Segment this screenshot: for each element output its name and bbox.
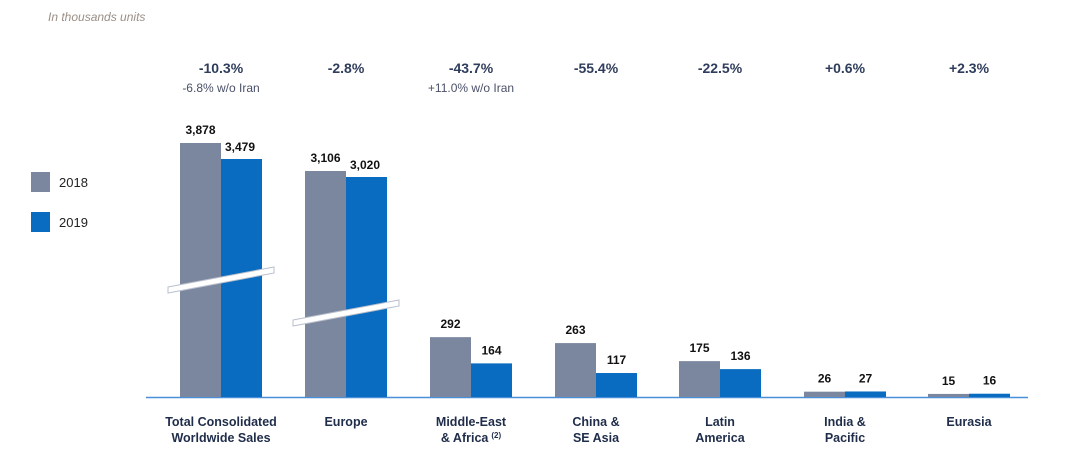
change-note-cat2: +11.0% w/o Iran <box>428 81 514 95</box>
change-pct-cat1: -2.8% <box>328 60 365 76</box>
change-pct-cat4: -22.5% <box>698 60 743 76</box>
category-label-cat5-line1: Pacific <box>825 431 865 445</box>
legend-label-2019: 2019 <box>59 215 88 230</box>
category-label-cat4-line1: America <box>695 431 745 445</box>
bar-2018-cat0 <box>180 143 221 397</box>
value-label-2019-cat0: 3,479 <box>225 140 255 154</box>
category-label-cat3-line1: SE Asia <box>573 431 620 445</box>
bar-2018-cat4 <box>679 361 720 397</box>
category-label-cat0-line0: Total Consolidated <box>165 415 277 429</box>
value-label-2018-cat0: 3,878 <box>185 123 215 137</box>
value-label-2019-cat3: 117 <box>607 353 627 367</box>
category-footnote-cat2: (2) <box>491 431 501 440</box>
bar-2019-cat2 <box>471 363 512 397</box>
bar-2019-cat3 <box>596 373 637 397</box>
bar-2019-cat5 <box>845 391 886 397</box>
bar-2018-cat6 <box>928 393 969 397</box>
change-pct-cat0: -10.3% <box>199 60 244 76</box>
bar-2018-cat5 <box>804 391 845 397</box>
category-label-cat6-line0: Eurasia <box>946 415 992 429</box>
value-label-2019-cat4: 136 <box>730 349 750 363</box>
legend-label-2018: 2018 <box>59 175 88 190</box>
value-label-2018-cat2: 292 <box>440 317 460 331</box>
change-pct-cat3: -55.4% <box>574 60 619 76</box>
category-label-cat0-line1: Worldwide Sales <box>171 431 270 445</box>
change-pct-cat5: +0.6% <box>825 60 866 76</box>
value-label-2018-cat3: 263 <box>565 323 585 337</box>
category-label-cat3-line0: China & <box>572 415 619 429</box>
bar-2019-cat1 <box>346 177 387 397</box>
chart-subtitle: In thousands units <box>48 10 146 24</box>
value-label-2019-cat2: 164 <box>481 343 501 357</box>
value-label-2019-cat1: 3,020 <box>350 158 380 172</box>
bar-2018-cat3 <box>555 343 596 397</box>
legend-swatch-2019 <box>31 212 50 232</box>
axis-break-cat1 <box>292 299 400 327</box>
category-label-cat2-line1: & Africa (2) <box>441 431 502 445</box>
category-label-cat1-line0: Europe <box>324 415 367 429</box>
value-label-2018-cat4: 175 <box>689 341 709 355</box>
value-label-2018-cat6: 15 <box>942 374 956 388</box>
bar-2018-cat1 <box>305 171 346 397</box>
value-label-2018-cat5: 26 <box>818 372 832 386</box>
value-label-2019-cat5: 27 <box>859 371 873 385</box>
legend-swatch-2018 <box>31 172 50 192</box>
value-label-2018-cat1: 3,106 <box>310 151 340 165</box>
category-label-cat5-line0: India & <box>824 415 866 429</box>
change-pct-cat2: -43.7% <box>449 60 494 76</box>
axis-break-cat0 <box>167 266 275 294</box>
value-label-2019-cat6: 16 <box>983 374 997 388</box>
category-label-cat2-line0: Middle-East <box>436 415 507 429</box>
change-pct-cat6: +2.3% <box>949 60 990 76</box>
bar-2019-cat4 <box>720 369 761 397</box>
change-note-cat0: -6.8% w/o Iran <box>182 81 259 95</box>
bar-2018-cat2 <box>430 337 471 397</box>
category-label-cat4-line0: Latin <box>705 415 735 429</box>
bar-2019-cat6 <box>969 393 1010 397</box>
